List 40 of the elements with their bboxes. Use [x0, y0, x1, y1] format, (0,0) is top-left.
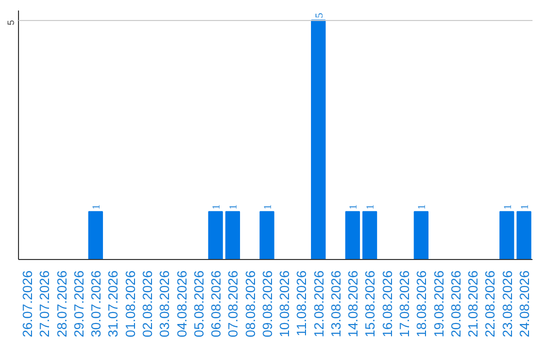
x-tick-label: 28.07.2026 — [54, 270, 70, 338]
x-tick-label: 21.08.2026 — [466, 270, 481, 338]
x-tick-label: 27.07.2026 — [37, 270, 52, 338]
x-tick-label: 31.07.2026 — [106, 270, 121, 338]
x-tick-label: 10.08.2026 — [277, 270, 292, 338]
x-tick-label: 04.08.2026 — [174, 270, 190, 338]
data-label: 5 — [314, 12, 326, 18]
x-tick-label: 18.08.2026 — [414, 270, 430, 338]
x-tick-label: 16.08.2026 — [380, 270, 395, 338]
x-tick-label: 09.08.2026 — [260, 270, 275, 338]
x-tick-label: 03.08.2026 — [157, 270, 172, 338]
x-tick-label: 11.08.2026 — [294, 270, 310, 336]
data-label: 1 — [348, 204, 360, 210]
x-tick-label: 06.08.2026 — [208, 270, 224, 338]
x-tick-label: 26.07.2026 — [20, 270, 36, 338]
x-tick-label: 08.08.2026 — [242, 270, 258, 338]
data-label: 1 — [417, 204, 428, 210]
x-tick-label: 29.07.2026 — [71, 270, 86, 338]
data-label: 1 — [228, 204, 240, 210]
x-tick-label: 13.08.2026 — [328, 270, 344, 338]
x-tick-label: 02.08.2026 — [140, 270, 155, 338]
x-tick-label: 05.08.2026 — [191, 270, 206, 338]
x-tick-label: 07.08.2026 — [226, 270, 241, 338]
x-tick-label: 24.08.2026 — [516, 270, 532, 338]
data-label: 1 — [92, 204, 103, 210]
data-label: 1 — [366, 204, 377, 210]
data-label: 1 — [212, 204, 223, 210]
x-tick-label: 12.08.2026 — [311, 270, 326, 338]
data-label: 1 — [502, 204, 514, 210]
x-tick-label: 23.08.2026 — [500, 270, 515, 338]
x-tick-label: 01.08.2026 — [122, 270, 138, 338]
data-label: 1 — [520, 204, 531, 210]
x-tick-label: 17.08.2026 — [397, 270, 412, 338]
x-tick-label: 15.08.2026 — [362, 270, 378, 338]
x-tick-label: 22.08.2026 — [482, 270, 498, 338]
data-label: 1 — [262, 204, 274, 210]
x-tick-label: 19.08.2026 — [431, 270, 446, 338]
x-tick-label: 14.08.2026 — [346, 270, 361, 338]
x-tick-label: 30.07.2026 — [88, 270, 104, 338]
x-tick-label: 20.08.2026 — [448, 270, 464, 338]
